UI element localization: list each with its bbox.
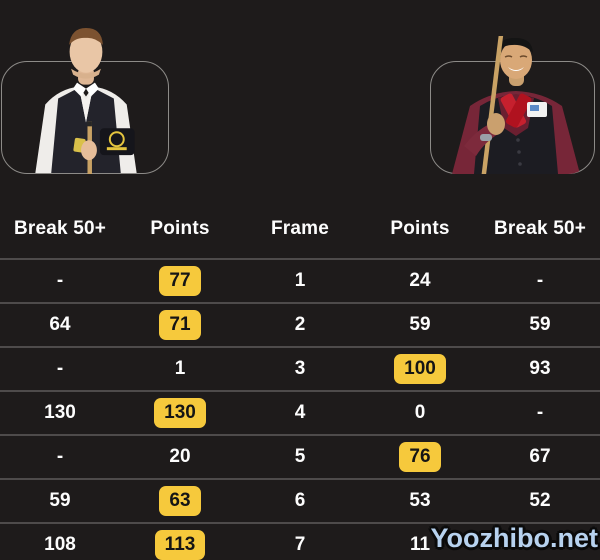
frame-number-cell: 7 (240, 534, 360, 556)
column-header-break50-right: Break 50+ (493, 218, 587, 239)
left-points-cell: 20 (120, 446, 240, 468)
right-break-cell: - (480, 270, 600, 292)
cell-value: - (536, 270, 544, 291)
frame-number-cell: 4 (240, 402, 360, 424)
cell-value: 59 (409, 314, 431, 335)
cell-value: - (56, 270, 64, 291)
winner-points-badge: 113 (154, 530, 206, 560)
cell-value: 59 (529, 314, 551, 335)
table-row: - 20 5 76 67 (0, 434, 600, 478)
right-break-cell: 93 (480, 358, 600, 380)
cell-value: 0 (414, 402, 426, 423)
right-points-cell: 100 (360, 354, 480, 384)
table-body: -77 1 24-64 71 2 59 59-1 3 100 93 130 130 4 0- -20 5 76 6… (0, 258, 600, 560)
cell-value: 93 (529, 358, 551, 379)
table-header-row: Break 50+ Points Frame Points Break 50+ (0, 200, 600, 258)
cell-value: 64 (49, 314, 71, 335)
left-break-cell: 108 (0, 534, 120, 556)
left-points-cell: 113 (120, 530, 240, 560)
left-points-cell: 130 (120, 398, 240, 428)
table-row: - 1 3 100 93 (0, 346, 600, 390)
column-header-frame: Frame (270, 218, 330, 239)
cell-value: - (536, 402, 544, 423)
left-break-cell: - (0, 270, 120, 292)
left-break-cell: 59 (0, 490, 120, 512)
cell-value: - (56, 358, 64, 379)
left-points-cell: 63 (120, 486, 240, 516)
cell-value: 24 (409, 270, 431, 291)
cell-value: 3 (294, 358, 306, 379)
frame-number-cell: 2 (240, 314, 360, 336)
cell-value: 11 (409, 534, 431, 555)
cell-value: 7 (294, 534, 306, 555)
right-break-cell: 52 (480, 490, 600, 512)
frame-number-cell: 6 (240, 490, 360, 512)
cell-value: 5 (294, 446, 306, 467)
right-points-cell: 11 (360, 534, 480, 556)
right-points-cell: 76 (360, 442, 480, 472)
cell-value: 59 (49, 490, 71, 511)
right-points-cell: 59 (360, 314, 480, 336)
cell-value: 6 (294, 490, 306, 511)
left-break-cell: - (0, 446, 120, 468)
left-break-cell: 64 (0, 314, 120, 336)
table-row: 64 71 2 59 59 (0, 302, 600, 346)
player-right-photo (428, 36, 596, 174)
winner-points-badge: 130 (154, 398, 206, 428)
winner-points-badge: 100 (394, 354, 446, 384)
cell-value: 108 (44, 534, 76, 555)
winner-points-badge: 71 (159, 310, 201, 340)
frame-number-cell: 3 (240, 358, 360, 380)
left-points-cell: 77 (120, 266, 240, 296)
table-row: - 77 1 24 - (0, 258, 600, 302)
winner-points-badge: 63 (159, 486, 201, 516)
cell-value: 1 (174, 358, 186, 379)
table-row: 130 130 4 0 - (0, 390, 600, 434)
column-header-break50-left: Break 50+ (13, 218, 107, 239)
player-left-photo (1, 27, 169, 174)
left-points-cell: 71 (120, 310, 240, 340)
frame-scores-table: Break 50+ Points Frame Points Break 50+ … (0, 200, 600, 560)
column-header-points-left: Points (150, 218, 210, 239)
cell-value: 1 (294, 270, 306, 291)
right-points-cell: 24 (360, 270, 480, 292)
cell-value: 4 (294, 402, 306, 423)
cell-value: 20 (169, 446, 191, 467)
left-break-cell: - (0, 358, 120, 380)
column-header-points-right: Points (390, 218, 450, 239)
cell-value: 53 (409, 490, 431, 511)
right-points-cell: 53 (360, 490, 480, 512)
winner-points-badge: 76 (399, 442, 441, 472)
cell-value: 130 (44, 402, 76, 423)
right-break-cell: 59 (480, 314, 600, 336)
cell-value: - (56, 446, 64, 467)
cell-value: 2 (294, 314, 306, 335)
cell-value: 67 (529, 446, 551, 467)
cell-value: 52 (529, 490, 551, 511)
table-row: 108 113 7 11 (0, 522, 600, 560)
table-row: 59 63 6 53 52 (0, 478, 600, 522)
frame-number-cell: 5 (240, 446, 360, 468)
watermark: Yoozhibo.net (430, 523, 598, 553)
right-break-cell: - (480, 402, 600, 424)
right-break-cell: 67 (480, 446, 600, 468)
frame-number-cell: 1 (240, 270, 360, 292)
left-break-cell: 130 (0, 402, 120, 424)
right-points-cell: 0 (360, 402, 480, 424)
winner-points-badge: 77 (159, 266, 201, 296)
left-points-cell: 1 (120, 358, 240, 380)
